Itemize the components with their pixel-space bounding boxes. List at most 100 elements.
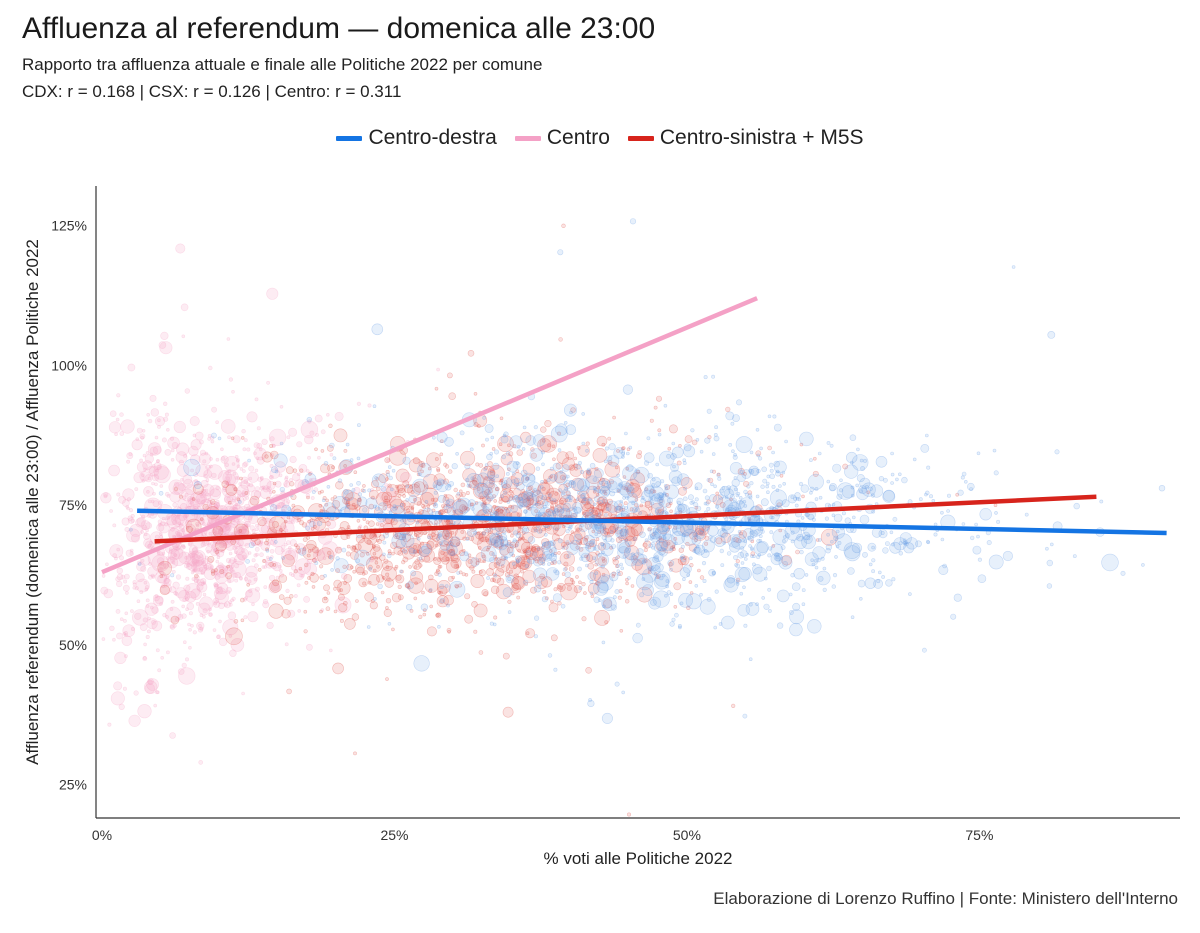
point-centro-sinistra-m5s [370,556,374,561]
point-centro [152,445,162,455]
point-centro-sinistra-m5s [376,564,380,569]
point-centro-sinistra-m5s [262,559,266,563]
point-centro [101,637,106,641]
point-centro-destra [602,596,617,612]
point-centro-destra [633,466,650,484]
point-centro [207,563,214,570]
point-centro-sinistra-m5s [643,547,648,553]
point-centro-sinistra-m5s [812,456,817,461]
point-centro-destra [826,441,831,445]
point-centro [288,571,293,576]
point-centro-sinistra-m5s [272,481,277,486]
point-centro [101,574,106,578]
point-centro-sinistra-m5s [655,395,662,402]
point-centro-destra [647,565,654,572]
point-centro [115,609,121,614]
point-centro-destra [597,553,602,557]
point-centro-sinistra-m5s [436,568,440,573]
point-centro-destra [552,462,561,471]
point-centro [313,487,319,493]
point-centro-destra [626,464,634,472]
point-centro [191,547,198,554]
point-centro-destra [382,552,386,557]
point-centro [238,544,243,549]
point-centro [105,562,109,567]
point-centro [266,380,271,385]
point-centro-destra [703,501,708,506]
point-centro-destra [562,502,571,511]
point-centro-sinistra-m5s [436,468,441,473]
point-centro [182,474,193,485]
point-centro [272,561,282,572]
point-centro-destra [711,374,716,379]
point-centro-sinistra-m5s [626,812,631,817]
point-centro [291,565,297,571]
point-centro-destra [895,477,899,482]
point-centro [147,442,162,456]
point-centro-destra [601,498,608,504]
point-centro-destra [424,500,429,504]
point-centro [286,435,291,440]
point-centro-destra [341,547,347,553]
point-centro [279,572,285,578]
point-centro-sinistra-m5s [492,504,497,509]
point-centro-destra [328,554,334,560]
point-centro-sinistra-m5s [543,479,548,484]
point-centro-sinistra-m5s [557,585,562,589]
point-centro-destra [726,551,732,556]
point-centro [125,549,133,557]
point-centro-sinistra-m5s [219,569,225,575]
point-centro [224,474,236,486]
point-centro [243,615,248,620]
point-centro [185,519,189,524]
point-centro [151,620,163,632]
point-centro-destra [306,416,312,423]
point-centro-destra [437,528,450,541]
point-centro [147,418,153,424]
point-centro-destra [925,539,930,544]
point-centro-destra [737,472,747,482]
point-centro-sinistra-m5s [585,441,590,446]
point-centro [160,655,164,660]
point-centro-destra [742,713,748,719]
point-centro-destra [446,499,450,504]
point-centro-sinistra-m5s [381,491,393,503]
point-centro-destra [716,473,721,478]
point-centro-destra [720,563,725,568]
point-centro-destra [838,488,844,493]
point-centro-destra [433,502,438,506]
point-centro [240,492,245,498]
point-centro [140,530,144,534]
point-centro-destra [373,597,377,601]
point-centro [129,548,134,553]
point-centro-destra [607,484,612,488]
point-centro-destra [672,464,676,469]
point-centro-destra [699,592,703,597]
point-centro-destra [674,612,679,618]
point-centro [240,480,249,489]
point-centro-destra [544,501,550,507]
point-centro [368,556,375,563]
point-centro [212,600,221,608]
point-centro [284,477,288,481]
point-centro-destra [432,435,436,440]
point-centro-sinistra-m5s [194,573,199,579]
point-centro [136,560,142,566]
point-centro-destra [581,441,586,446]
point-centro-destra [448,580,466,598]
point-centro-destra [644,538,649,543]
point-centro [281,500,290,509]
point-centro-destra [1011,265,1016,269]
point-centro-destra [669,621,675,627]
point-centro-destra [511,471,516,476]
point-centro [304,434,314,445]
y-tick-label: 125% [51,218,87,234]
point-centro-destra [847,567,855,575]
point-centro [123,579,128,584]
point-centro-sinistra-m5s [239,476,243,481]
point-centro-destra [789,609,804,625]
point-centro [214,573,221,580]
point-centro [256,426,261,431]
point-centro-sinistra-m5s [365,520,370,525]
point-centro-destra [540,479,544,484]
